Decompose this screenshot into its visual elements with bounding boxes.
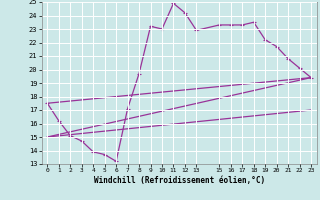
X-axis label: Windchill (Refroidissement éolien,°C): Windchill (Refroidissement éolien,°C) (94, 176, 265, 185)
